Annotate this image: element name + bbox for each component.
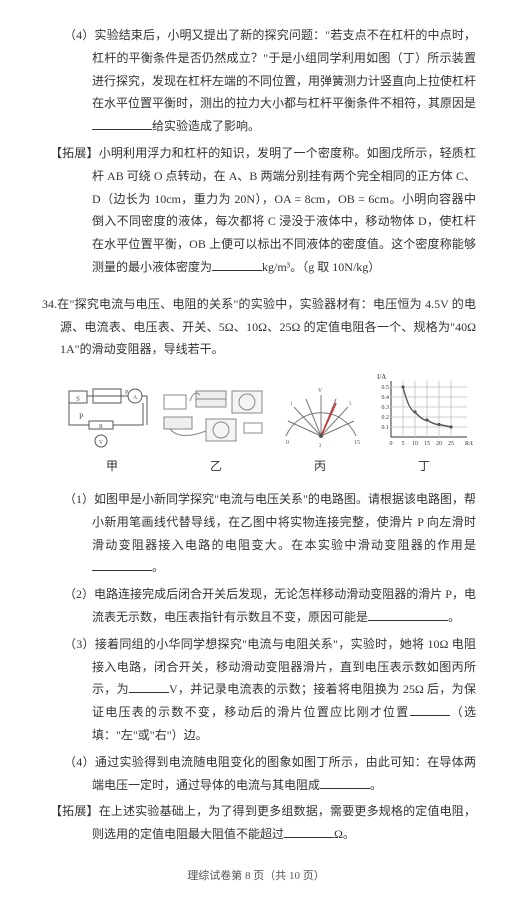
blank-34-3a[interactable]: [129, 680, 169, 693]
svg-text:P: P: [79, 412, 84, 421]
svg-text:R: R: [99, 424, 103, 430]
q34-p2: （2）电路连接完成后闭合开关后发现，无论怎样移动滑动变阻器的滑片 P，电流表无示…: [36, 583, 476, 629]
cap-yi: 乙: [210, 455, 222, 478]
svg-text:0.1: 0.1: [381, 425, 389, 431]
q33-p4b: 给实验造成了影响。: [152, 119, 260, 133]
caption-row: 甲 乙 丙 丁: [36, 455, 476, 478]
q34-extb: Ω。: [334, 827, 355, 841]
q34-num: 34.: [42, 297, 57, 311]
svg-text:0: 0: [286, 440, 289, 446]
figure-row: S P A P R V: [36, 371, 476, 451]
svg-text:25: 25: [448, 441, 454, 447]
svg-text:V: V: [99, 440, 104, 446]
svg-text:A: A: [133, 395, 138, 401]
blank-34-ext[interactable]: [284, 825, 334, 838]
svg-text:0: 0: [389, 441, 392, 447]
q33-ext-b: kg/m³。（g 取 10N/kg）: [262, 260, 380, 274]
q34-p1: （1）如图甲是小新同学探究"电流与电压关系"的电路图。请根据该电路图，帮小新用笔…: [36, 488, 476, 579]
svg-text:1: 1: [290, 402, 293, 407]
svg-text:0.2: 0.2: [381, 415, 389, 421]
fig-bing: 0 15 V 1 5 3: [276, 381, 366, 451]
fig-ding: I/A 0.1 0.2 0.3 0.4: [373, 371, 473, 451]
svg-text:0.4: 0.4: [381, 395, 389, 401]
q34-exta: 【拓展】在上述实验基础上，为了得到更多组数据，需要更多规格的定值电阻，则选用的定…: [50, 804, 476, 841]
q34-p1-text: （1）如图甲是小新同学探究"电流与电压关系"的电路图。请根据该电路图，帮小新用笔…: [64, 492, 476, 552]
q34-p1b: 。: [152, 560, 164, 574]
svg-text:S: S: [76, 395, 80, 403]
q33-p4: （4）实验结束后，小明又提出了新的探究问题："若支点不在杠杆的中点时，杠杆的平衡…: [36, 24, 476, 138]
q34-p3: （3）接着同组的小华同学想探究"电流与电阻关系"，实验时，她将 10Ω 电阻接入…: [36, 633, 476, 747]
cap-bing: 丙: [314, 455, 326, 478]
q34-p4: （4）通过实验得到电流随电阻变化的图象如图丁所示，由此可知：在导体两端电压一定时…: [36, 751, 476, 797]
cap-jia: 甲: [106, 455, 118, 478]
svg-text:5: 5: [349, 402, 352, 407]
svg-text:15: 15: [424, 441, 430, 447]
svg-text:I/A: I/A: [377, 373, 386, 381]
blank-q33-4[interactable]: [92, 117, 152, 130]
svg-text:0.3: 0.3: [381, 405, 389, 411]
q34-intro-text: 在"探究电流与电压、电阻的关系"的实验中，实验器材有：电压恒为 4.5V 的电源…: [57, 297, 476, 357]
q34-intro: 34.在"探究电流与电压、电阻的关系"的实验中，实验器材有：电压恒为 4.5V …: [36, 293, 476, 361]
svg-text:V: V: [318, 388, 323, 394]
blank-34-2[interactable]: [368, 608, 448, 621]
q33-ext-text: 【拓展】小明利用浮力和杠杆的知识，发明了一个密度称。如图戊所示，轻质杠杆 AB …: [50, 146, 476, 274]
q34-p4a: （4）通过实验得到电流随电阻变化的图象如图丁所示，由此可知：在导体两端电压一定时…: [64, 755, 476, 792]
q33-p4-text: （4）实验结束后，小明又提出了新的探究问题："若支点不在杠杆的中点时，杠杆的平衡…: [64, 28, 476, 110]
blank-34-1[interactable]: [92, 558, 152, 571]
blank-q33-ext[interactable]: [212, 258, 262, 271]
fig-jia: S P A P R V: [63, 381, 153, 451]
q33-ext: 【拓展】小明利用浮力和杠杆的知识，发明了一个密度称。如图戊所示，轻质杠杆 AB …: [36, 142, 476, 279]
cap-ding: 丁: [418, 455, 430, 478]
svg-text:0.5: 0.5: [381, 385, 389, 391]
fig-yi: [160, 381, 270, 451]
page-footer: 理综试卷第 8 页（共 10 页）: [36, 866, 476, 887]
blank-34-3b[interactable]: [410, 703, 450, 716]
q34-ext: 【拓展】在上述实验基础上，为了得到更多组数据，需要更多规格的定值电阻，则选用的定…: [36, 800, 476, 846]
svg-text:3: 3: [319, 444, 322, 449]
svg-text:10: 10: [412, 441, 418, 447]
blank-34-4[interactable]: [320, 776, 370, 789]
q34-p4b: 。: [370, 778, 382, 792]
svg-text:15: 15: [354, 440, 360, 446]
svg-text:20: 20: [436, 441, 442, 447]
svg-text:5: 5: [401, 441, 404, 447]
q34-p2b: 。: [448, 610, 460, 624]
svg-text:R/Ω: R/Ω: [465, 441, 473, 447]
